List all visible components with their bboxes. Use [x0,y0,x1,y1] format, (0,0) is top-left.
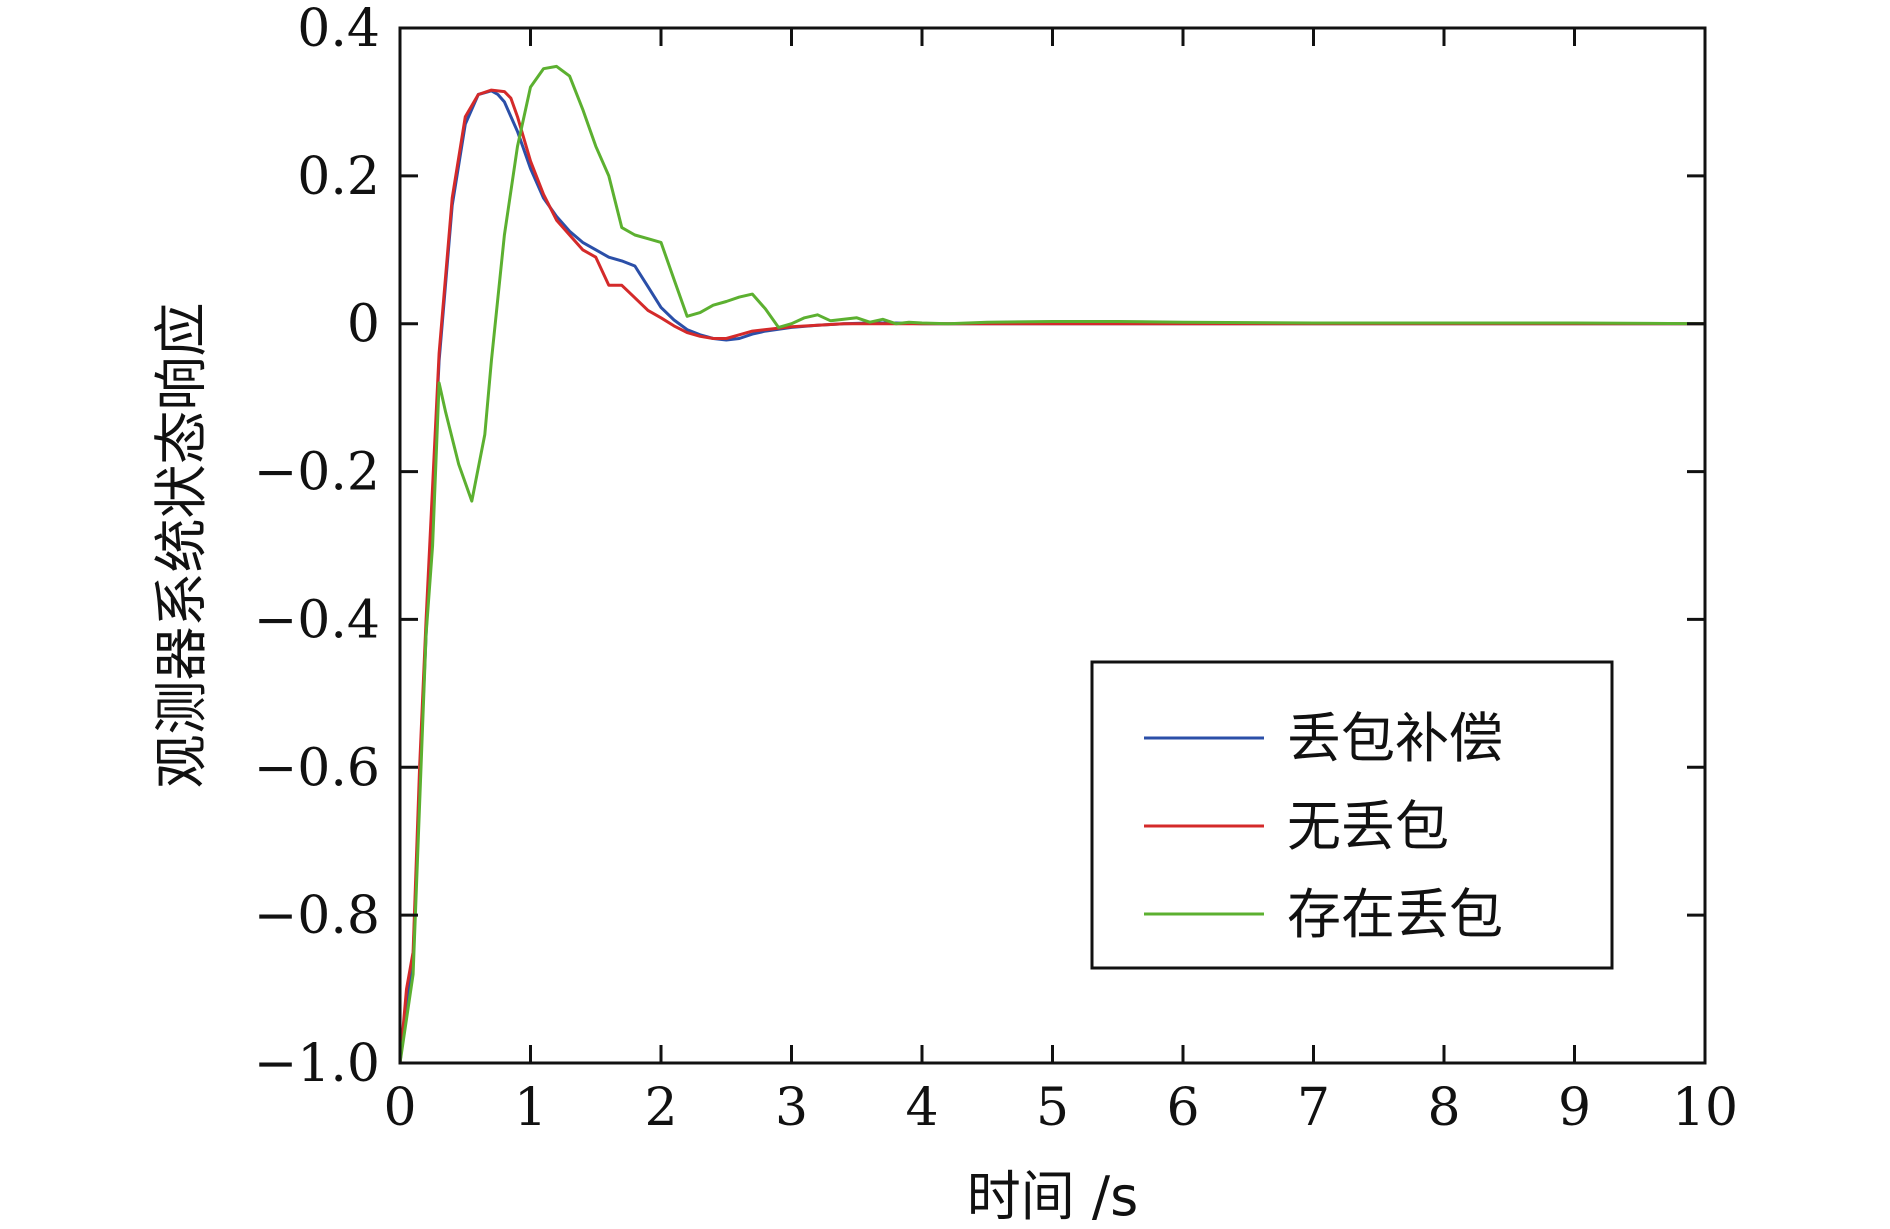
y-tick-label: 0 [347,295,380,355]
x-tick-label: 7 [1297,1078,1330,1138]
x-tick-label: 8 [1427,1078,1460,1138]
legend-label-1: 无丢包 [1287,795,1449,858]
x-tick-label: 1 [514,1078,547,1138]
series-line-2 [398,64,1706,1064]
legend-box [1090,660,1614,970]
x-tick-label: 2 [644,1078,677,1138]
y-tick-label: 0.4 [297,0,380,59]
x-tick-label: 6 [1166,1078,1199,1138]
tick-layer: 0 1 2 3 4 5 6 7 8 9 10 0.4 0.2 0 −0.2 −0.4 −0.6 −0.8 −1.0 [254,0,1738,1138]
x-tick-label: 3 [775,1078,808,1138]
x-tick-label: 9 [1558,1078,1591,1138]
legend-label-0: 丢包补偿 [1287,707,1503,770]
x-axis-label: 时间 /s [967,1165,1139,1228]
y-tick-label: 0.2 [297,147,380,207]
y-tick-label: −1.0 [254,1034,380,1094]
x-tick-label: 5 [1036,1078,1069,1138]
x-tick-label: 0 [383,1078,416,1138]
y-tick-label: −0.6 [254,738,380,798]
y-tick-label: −0.2 [254,443,380,503]
y-tick-label: −0.4 [254,590,380,650]
y-tick-label: −0.8 [254,886,380,946]
y-axis-label: 观测器系统状态响应 [150,303,213,789]
x-tick-label: 4 [905,1078,938,1138]
series-layer [398,64,1706,1064]
x-tick-label: 10 [1672,1078,1738,1138]
legend-label-2: 存在丢包 [1287,883,1503,946]
